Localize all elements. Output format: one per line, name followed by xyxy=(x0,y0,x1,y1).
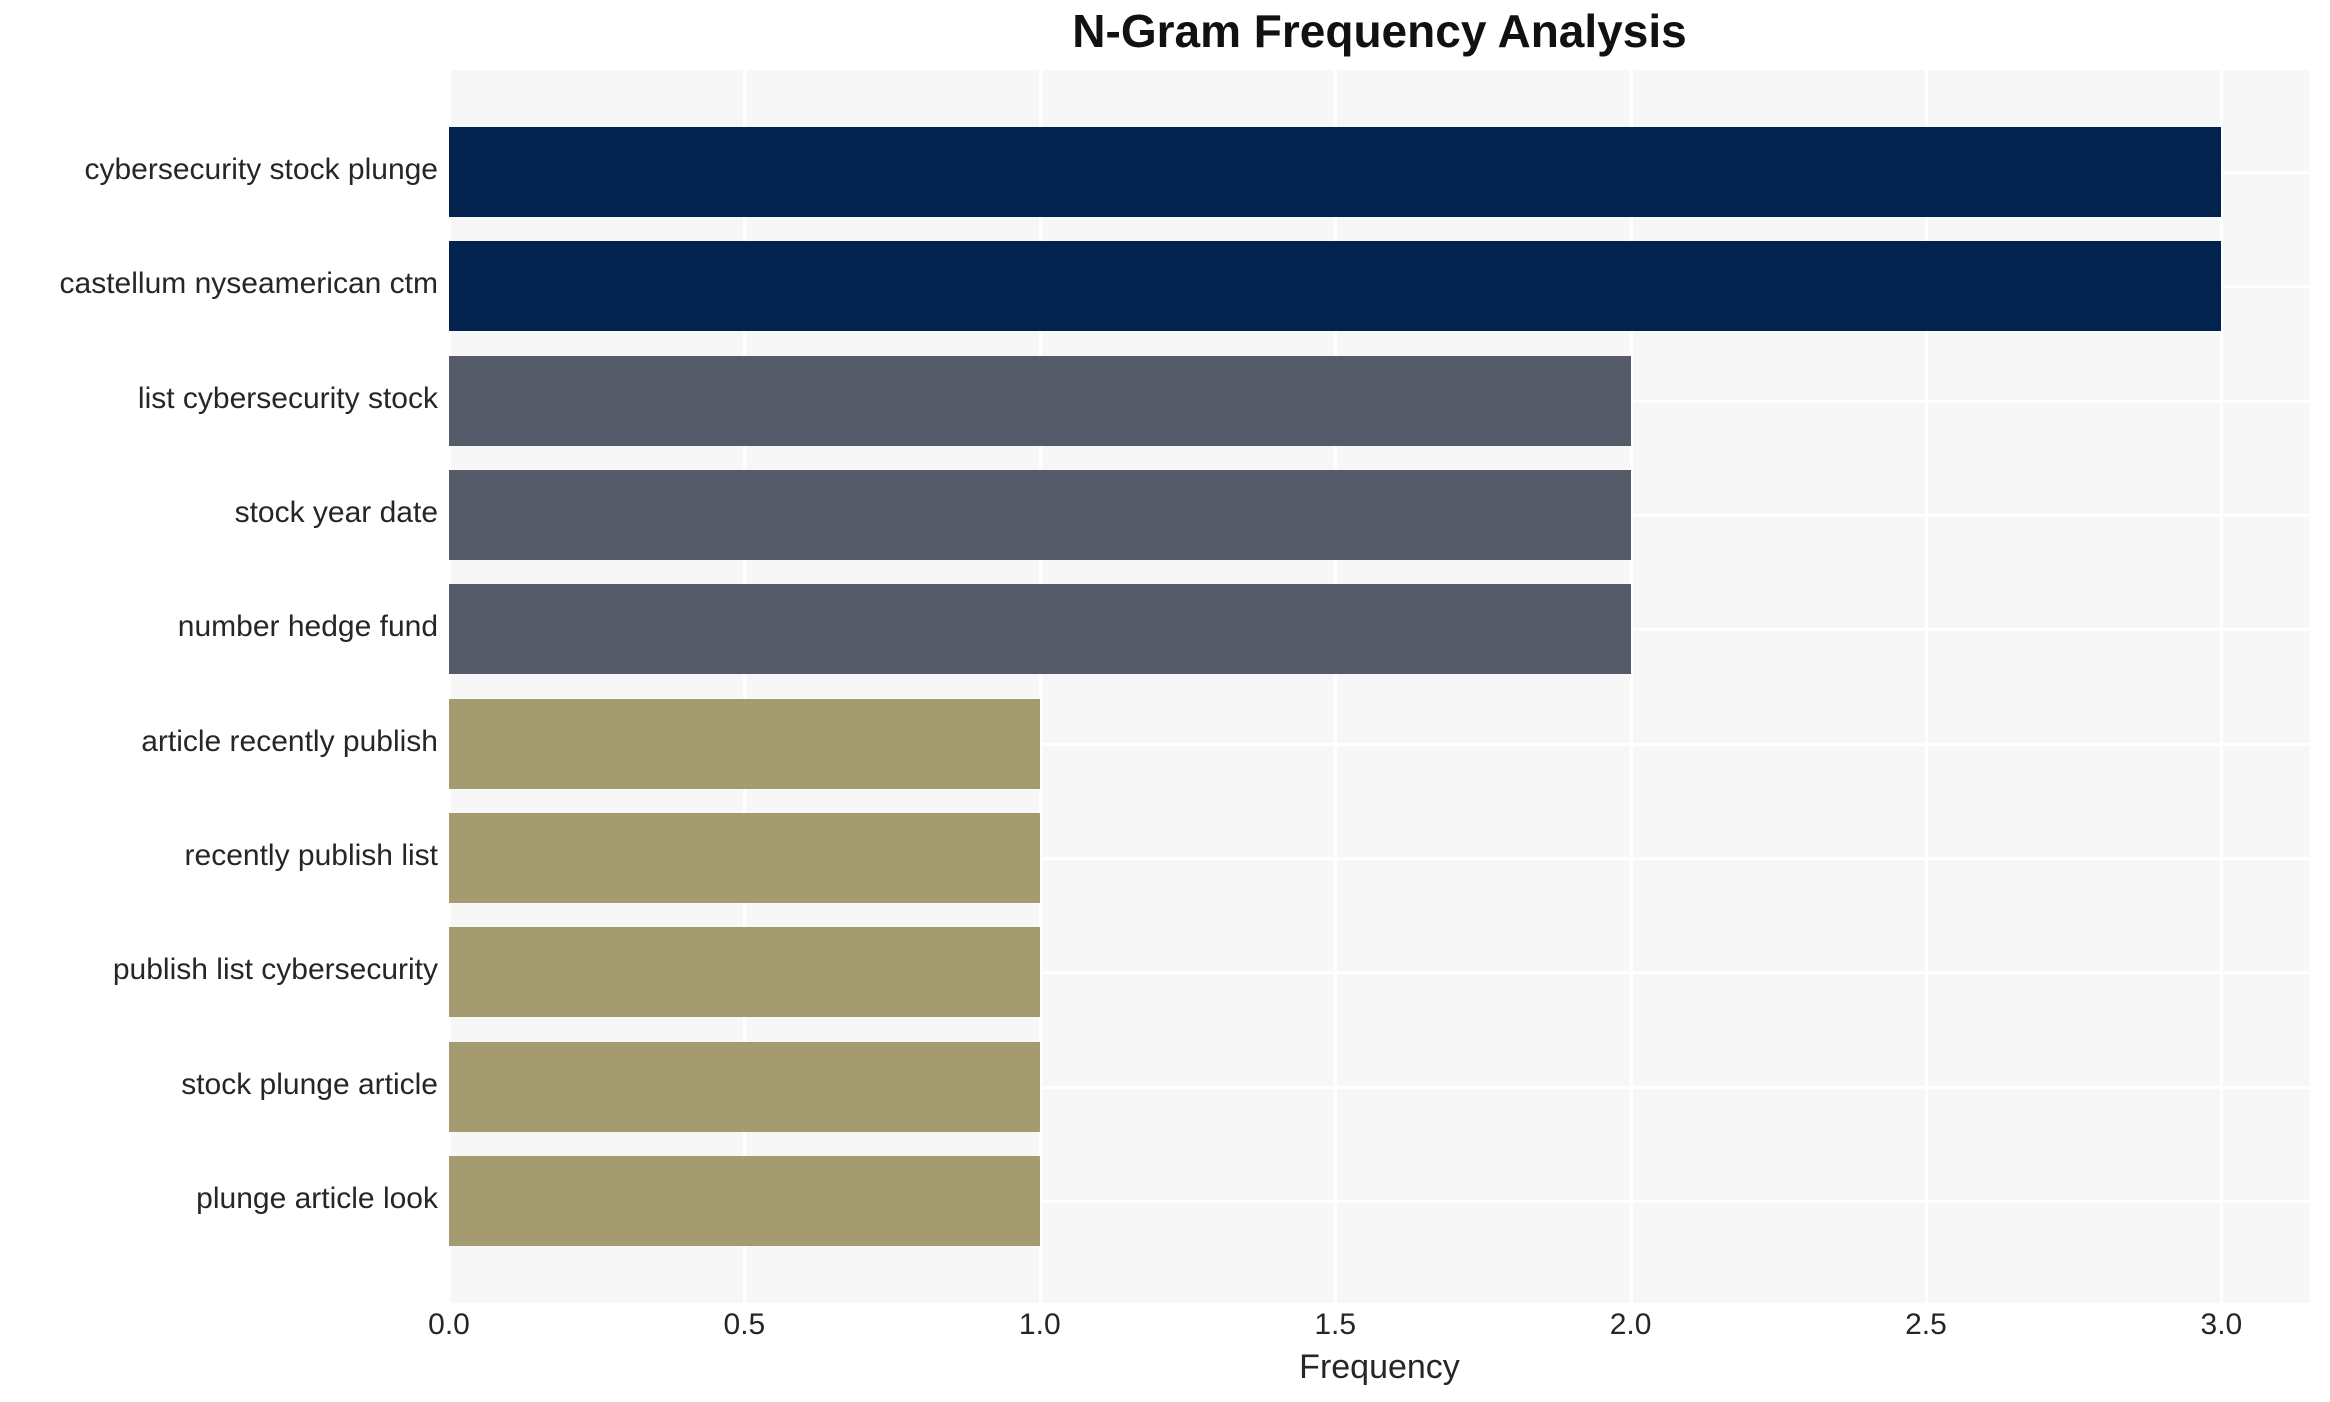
y-tick-label: plunge article look xyxy=(196,1182,438,1215)
gridline-horizontal xyxy=(449,857,2310,860)
plot-area xyxy=(448,70,2310,1303)
x-tick-label: 3.0 xyxy=(2200,1308,2243,1341)
gridline-horizontal xyxy=(449,971,2310,975)
gridline-horizontal xyxy=(449,742,2310,746)
bar-number-hedge-fund xyxy=(449,584,1631,675)
x-axis-label: Frequency xyxy=(1299,1348,1460,1386)
gridline-vertical xyxy=(448,70,451,1303)
bar-stock-plunge-article xyxy=(449,1041,1040,1132)
gridline-vertical xyxy=(2220,70,2224,1303)
x-tick-label: 2.0 xyxy=(1609,1308,1652,1341)
bar-list-cybersecurity-stock xyxy=(449,355,1631,446)
y-tick-label: list cybersecurity stock xyxy=(137,381,438,415)
gridline-vertical xyxy=(1038,70,1042,1303)
gridline-vertical xyxy=(1924,70,1928,1303)
gridline-vertical xyxy=(1629,70,1633,1303)
chart-title: N-Gram Frequency Analysis xyxy=(1072,5,1687,57)
x-tick-label: 1.5 xyxy=(1314,1308,1357,1341)
y-tick-label: recently publish list xyxy=(184,839,438,872)
x-tick-label: 1.0 xyxy=(1018,1308,1061,1341)
y-tick-label: stock year date xyxy=(234,496,438,529)
x-tick-label: 2.5 xyxy=(1905,1308,1947,1341)
bar-recently-publish-list xyxy=(449,813,1040,903)
y-tick-label: stock plunge article xyxy=(181,1067,438,1101)
gridline-horizontal xyxy=(449,1200,2310,1203)
bar-publish-list-cybersecurity xyxy=(449,927,1040,1018)
x-tick-label: 0.5 xyxy=(723,1308,766,1341)
y-tick-label: castellum nyseamerican ctm xyxy=(59,267,438,301)
x-tick-label: 0.0 xyxy=(428,1308,470,1341)
y-tick-label: cybersecurity stock plunge xyxy=(84,153,439,186)
y-tick-label: article recently publish xyxy=(141,724,438,758)
y-tick-label: number hedge fund xyxy=(177,610,438,644)
bar-article-recently-publish xyxy=(449,698,1040,789)
gridline-vertical xyxy=(1334,70,1338,1303)
gridline-vertical xyxy=(743,70,747,1303)
gridline-horizontal xyxy=(449,1085,2310,1089)
bar-castellum-nyseamerican-ctm xyxy=(449,241,2222,332)
y-tick-label: publish list cybersecurity xyxy=(112,953,438,987)
bar-stock-year-date xyxy=(449,470,1631,560)
bar-cybersecurity-stock-plunge xyxy=(449,127,2222,217)
bar-plunge-article-look xyxy=(449,1156,1040,1246)
